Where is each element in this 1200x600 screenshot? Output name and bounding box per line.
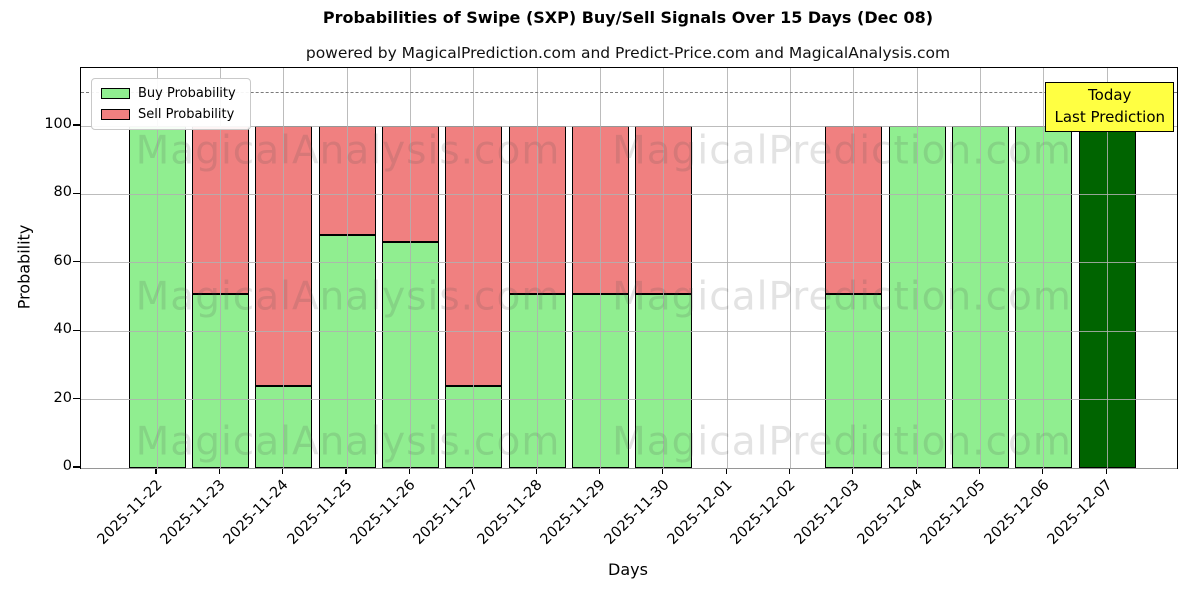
x-tick-label: 2025-12-07 <box>1044 477 1116 548</box>
x-tick-mark <box>535 468 537 474</box>
x-tick-label: 2025-12-03 <box>791 477 863 548</box>
y-tick-label: 0 <box>62 458 72 474</box>
x-tick-label: 2025-11-28 <box>474 477 546 548</box>
v-gridline <box>346 68 348 468</box>
legend-swatch-icon <box>101 88 130 99</box>
legend-swatch-icon <box>101 109 130 120</box>
y-tick-mark <box>73 124 80 126</box>
v-gridline <box>663 68 665 468</box>
y-tick-mark <box>73 398 80 400</box>
h-gridline <box>81 262 1177 264</box>
v-gridline <box>283 68 285 468</box>
watermark-text: MagicalAnalysis.com <box>135 274 561 320</box>
chart-title: Probabilities of Swipe (SXP) Buy/Sell Si… <box>322 8 934 27</box>
x-tick-label: 2025-11-26 <box>347 477 419 548</box>
v-gridline <box>1106 68 1108 468</box>
x-tick-label: 2025-12-04 <box>854 477 926 548</box>
y-tick-label: 60 <box>53 252 72 269</box>
x-tick-mark <box>915 468 917 474</box>
x-tick-mark <box>788 468 791 474</box>
h-gridline <box>81 125 1177 127</box>
watermark-text: MagicalAnalysis.com <box>135 419 561 465</box>
y-tick-label: 80 <box>53 184 72 201</box>
y-tick-label: 40 <box>53 321 72 338</box>
x-tick-mark <box>662 468 664 474</box>
x-tick-mark <box>1042 468 1044 474</box>
x-tick-mark <box>345 468 347 474</box>
x-tick-mark <box>155 468 157 474</box>
x-tick-mark <box>978 468 981 474</box>
v-gridline <box>853 68 855 468</box>
x-tick-label: 2025-11-30 <box>601 477 673 548</box>
y-tick-label: 100 <box>44 116 72 132</box>
today-annotation: Today Last Prediction <box>1045 82 1174 132</box>
y-tick-mark <box>73 261 80 263</box>
legend-label: Buy Probability <box>138 86 236 101</box>
x-tick-label: 2025-11-29 <box>537 477 609 548</box>
watermark-text: MagicalPrediction.com <box>612 419 1072 465</box>
x-tick-label: 2025-12-05 <box>917 477 989 548</box>
x-tick-label: 2025-11-24 <box>221 477 293 548</box>
v-gridline <box>156 68 158 468</box>
x-tick-label: 2025-11-22 <box>94 477 166 548</box>
chart-subtitle: powered by MagicalPrediction.com and Pre… <box>305 44 951 62</box>
x-tick-mark <box>725 468 727 474</box>
dashed-threshold-line <box>81 91 1177 93</box>
x-tick-mark <box>472 468 474 474</box>
plot-area: MagicalAnalysis.com MagicalPrediction.com… <box>80 67 1178 469</box>
y-tick-label: 20 <box>53 389 72 406</box>
v-gridline <box>536 68 538 468</box>
x-tick-label: 2025-11-23 <box>157 477 229 548</box>
x-tick-mark <box>598 468 601 474</box>
legend: Buy Probability Sell Probability <box>91 78 251 130</box>
v-gridline <box>980 68 982 468</box>
y-tick-mark <box>73 329 80 331</box>
legend-label: Sell Probability <box>138 107 235 122</box>
x-tick-label: 2025-11-25 <box>284 477 356 548</box>
legend-item: Buy Probability <box>101 86 236 101</box>
v-gridline <box>599 68 601 468</box>
y-tick-mark <box>73 192 80 194</box>
watermark-text: MagicalAnalysis.com <box>135 128 561 174</box>
legend-item: Sell Probability <box>101 107 236 122</box>
v-gridline <box>790 68 791 468</box>
h-gridline <box>81 399 1177 401</box>
x-tick-label: 2025-12-01 <box>664 477 736 548</box>
y-axis-label: Probability <box>14 224 34 310</box>
x-tick-mark <box>408 468 410 474</box>
v-gridline <box>916 68 918 468</box>
v-gridline <box>1043 68 1045 468</box>
x-tick-label: 2025-12-06 <box>981 477 1053 548</box>
v-gridline <box>726 68 728 468</box>
today-annotation-line1: Today <box>1088 86 1132 104</box>
x-tick-mark <box>218 468 220 474</box>
x-tick-mark <box>1105 468 1107 474</box>
x-tick-mark <box>282 468 284 474</box>
watermark-text: MagicalPrediction.com <box>612 274 1072 320</box>
x-tick-label: 2025-11-27 <box>411 477 483 548</box>
v-gridline <box>473 68 475 468</box>
watermark-text: MagicalPrediction.com <box>612 128 1072 174</box>
today-annotation-line2: Last Prediction <box>1054 107 1165 126</box>
y-tick-mark <box>73 466 80 468</box>
x-tick-mark <box>852 468 854 474</box>
h-gridline <box>81 330 1177 332</box>
v-gridline <box>409 68 411 468</box>
h-gridline <box>81 467 1177 469</box>
x-tick-label: 2025-12-02 <box>727 477 799 548</box>
x-axis-label: Days <box>608 560 648 579</box>
v-gridline <box>219 68 221 468</box>
h-gridline <box>81 193 1177 195</box>
